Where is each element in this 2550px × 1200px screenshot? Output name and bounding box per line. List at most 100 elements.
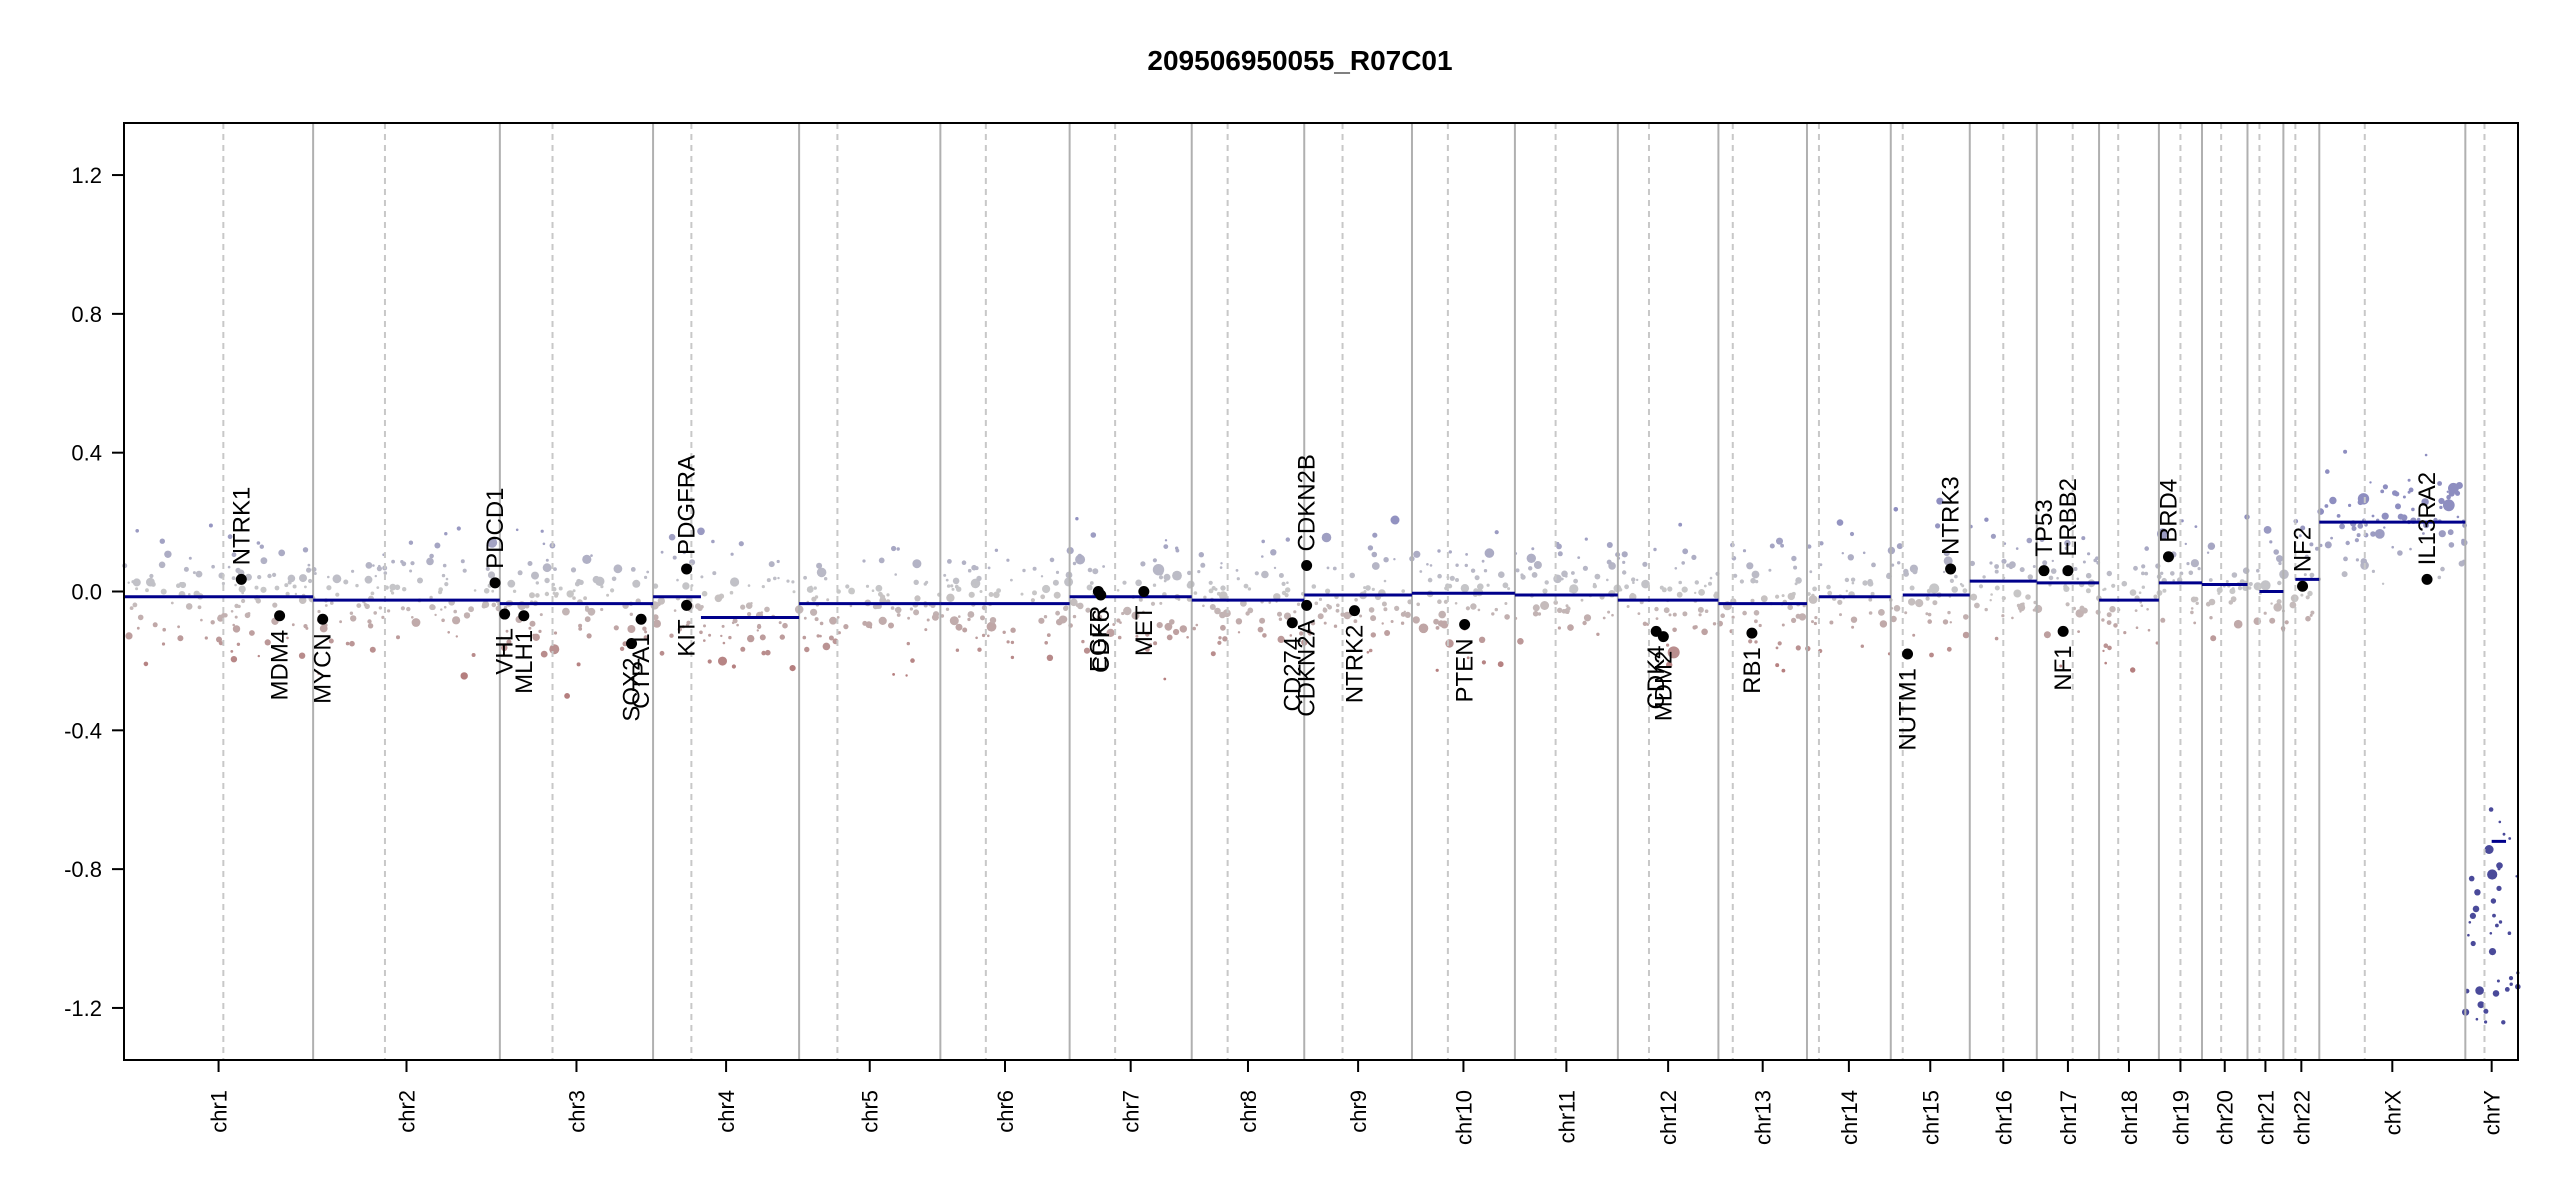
- probe-point: [1692, 625, 1697, 630]
- probe-point: [1720, 613, 1725, 618]
- gene-label: NF2: [2290, 527, 2317, 572]
- probe-point: [766, 578, 771, 583]
- probe-point: [806, 586, 814, 593]
- probe-point: [1102, 565, 1105, 568]
- probe-point: [2371, 514, 2375, 518]
- gene-label: NTRK3: [1938, 476, 1965, 555]
- probe-point: [1682, 611, 1688, 617]
- probe-point: [1777, 641, 1782, 646]
- probe-point: [227, 565, 231, 569]
- probe-point: [1841, 552, 1845, 555]
- probe-point: [1990, 593, 1993, 596]
- probe-point: [1994, 585, 2000, 591]
- probe-point: [460, 559, 465, 564]
- probe-point: [429, 595, 433, 600]
- probe-point: [1936, 497, 1944, 505]
- probe-point: [1314, 601, 1319, 606]
- probe-point: [2276, 599, 2282, 605]
- probe-point: [1064, 577, 1074, 587]
- probe-point: [1811, 620, 1814, 624]
- probe-point: [2147, 628, 2151, 632]
- probe-point: [1412, 616, 1420, 624]
- probe-point: [531, 571, 539, 580]
- gene-label: BRD4: [2155, 479, 2182, 543]
- probe-point: [135, 587, 139, 591]
- probe-point: [1210, 651, 1216, 657]
- probe-point: [712, 571, 717, 576]
- probe-point: [595, 576, 605, 586]
- probe-point: [1624, 584, 1629, 590]
- probe-point: [2467, 933, 2470, 937]
- probe-point: [2270, 602, 2273, 605]
- probe-point: [369, 646, 376, 653]
- probe-point: [1416, 602, 1420, 607]
- probe-point: [1366, 651, 1370, 654]
- chromosome-label: chr12: [1656, 1090, 1681, 1145]
- probe-point: [2042, 560, 2048, 566]
- probe-point: [943, 573, 947, 577]
- probe-point: [2477, 1001, 2485, 1009]
- probe-point: [1220, 624, 1226, 631]
- probe-point: [1058, 615, 1067, 624]
- probe-point: [845, 584, 850, 589]
- probe-point: [1470, 603, 1477, 610]
- probe-point: [2381, 512, 2389, 520]
- probe-point: [1220, 562, 1223, 565]
- probe-point: [2498, 920, 2503, 924]
- probe-point: [1235, 569, 1239, 572]
- probe-point: [677, 627, 682, 632]
- probe-point: [527, 561, 533, 566]
- probe-point: [447, 631, 451, 634]
- probe-point: [892, 673, 895, 676]
- probe-point: [988, 592, 994, 597]
- probe-point: [515, 528, 519, 532]
- probe-point: [1929, 652, 1934, 658]
- probe-point: [505, 629, 509, 633]
- probe-point: [1812, 586, 1817, 592]
- gene-label: TP53: [2031, 499, 2058, 556]
- probe-point: [1257, 626, 1264, 633]
- probe-point: [644, 630, 648, 634]
- probe-point: [1195, 623, 1199, 627]
- probe-point: [245, 573, 252, 581]
- probe-point: [2056, 576, 2059, 580]
- probe-point: [200, 618, 203, 622]
- probe-point: [816, 562, 823, 569]
- probe-point: [2343, 449, 2348, 454]
- probe-point: [1311, 584, 1317, 589]
- probe-point: [389, 583, 397, 591]
- probe-point: [1850, 616, 1858, 623]
- probe-point: [871, 589, 875, 592]
- probe-point: [1122, 580, 1127, 585]
- probe-point: [700, 575, 704, 579]
- probe-point: [500, 636, 503, 640]
- probe-point: [216, 636, 222, 643]
- probe-point: [376, 586, 380, 589]
- probe-point: [313, 572, 317, 575]
- probe-point: [264, 639, 271, 646]
- probe-point: [1096, 614, 1103, 620]
- probe-point: [438, 590, 443, 595]
- probe-point: [535, 581, 539, 585]
- y-tick-label: -0.4: [64, 718, 102, 743]
- gene-dot: [2057, 625, 2069, 637]
- probe-point: [1135, 634, 1139, 638]
- probe-point: [652, 619, 662, 628]
- probe-point: [131, 580, 135, 584]
- probe-point: [491, 602, 497, 608]
- probe-point: [1465, 553, 1468, 556]
- gene-dot: [1138, 586, 1150, 597]
- probe-point: [218, 641, 223, 646]
- probe-point: [367, 623, 374, 629]
- probe-point: [1281, 581, 1286, 587]
- gene-label: CDK4: [1643, 645, 1670, 709]
- gene-dot: [1301, 599, 1313, 611]
- probe-point: [1932, 600, 1938, 606]
- chart-title: 209506950055_R07C01: [1147, 45, 1452, 76]
- probe-point: [975, 636, 978, 640]
- chromosome-label: chr17: [2056, 1090, 2081, 1145]
- probe-point: [1896, 543, 1903, 550]
- probe-point: [1712, 622, 1717, 626]
- chromosome-label: chr18: [2117, 1090, 2142, 1145]
- probe-point: [1494, 607, 1499, 612]
